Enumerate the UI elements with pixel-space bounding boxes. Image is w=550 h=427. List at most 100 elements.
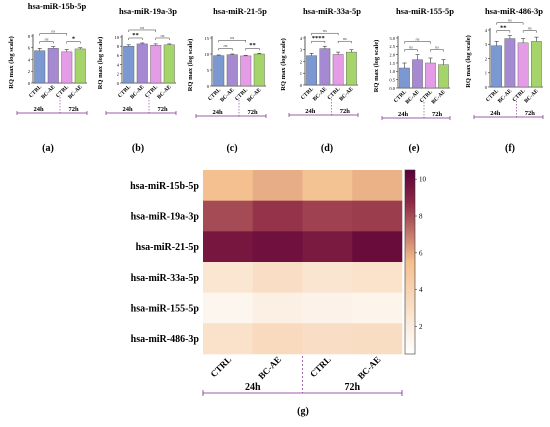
colorbar-tick-label: 6 bbox=[419, 249, 423, 257]
group-label: 72h bbox=[525, 110, 536, 117]
significance-label: * bbox=[72, 35, 75, 42]
significance-bracket bbox=[39, 33, 67, 36]
y-tick-label: 0 bbox=[28, 81, 31, 86]
y-tick-label: 6 bbox=[28, 46, 31, 51]
group-label: 24h bbox=[212, 109, 223, 116]
bar bbox=[253, 53, 265, 87]
significance-label: ns bbox=[343, 36, 347, 41]
panel-title: hsa-miR-21-5p bbox=[213, 6, 267, 16]
significance-label: ns bbox=[44, 36, 48, 41]
y-tick-label: 3.0 bbox=[389, 36, 395, 41]
group-label: 24h bbox=[398, 111, 409, 118]
significance-label: ns bbox=[435, 44, 439, 49]
group-label: 24h bbox=[490, 110, 501, 117]
group-label: 72h bbox=[344, 382, 360, 393]
y-axis-label: RQ max (log scale) bbox=[187, 39, 194, 92]
y-tick-label: 0.5 bbox=[389, 77, 395, 82]
heatmap-cell bbox=[302, 262, 353, 293]
y-tick-label: 8 bbox=[28, 34, 31, 39]
significance-label: ns bbox=[223, 43, 227, 48]
y-tick-label: 0 bbox=[485, 85, 488, 90]
y-tick-label: 4 bbox=[117, 62, 120, 67]
bar bbox=[150, 45, 162, 84]
group-label: 72h bbox=[432, 111, 443, 118]
significance-bracket bbox=[404, 41, 431, 44]
bar bbox=[412, 59, 423, 89]
y-tick-label: 4 bbox=[485, 28, 488, 33]
significance-bracket bbox=[522, 30, 537, 33]
significance-bracket bbox=[311, 40, 326, 44]
significance-bracket bbox=[66, 41, 81, 44]
colorbar-tick-label: 10 bbox=[419, 176, 427, 184]
panel-title: hsa-miR-33a-5p bbox=[303, 6, 361, 16]
significance-bracket bbox=[218, 48, 233, 51]
significance-label: ** bbox=[249, 42, 256, 49]
significance-label: ns bbox=[528, 26, 532, 31]
group-label: 24h bbox=[305, 108, 316, 115]
y-tick-label: 1.0 bbox=[389, 69, 395, 74]
colorbar-tick-label: 2 bbox=[419, 323, 423, 331]
heatmap-col-label: BC-AE bbox=[356, 354, 383, 381]
group-label: 72h bbox=[340, 108, 351, 115]
y-tick-label: 5 bbox=[207, 68, 210, 73]
significance-label: ns bbox=[230, 35, 234, 40]
y-tick-label: 2.0 bbox=[389, 52, 395, 57]
x-tick-label: BC-AE bbox=[219, 87, 236, 104]
group-label: 72h bbox=[157, 106, 168, 113]
bar bbox=[61, 51, 73, 84]
y-tick-label: 1 bbox=[485, 71, 487, 76]
heatmap-cell bbox=[302, 323, 353, 355]
significance-label: ns bbox=[140, 25, 144, 30]
significance-label: ns bbox=[415, 36, 419, 41]
colorbar-tick-label: 4 bbox=[419, 286, 423, 294]
bar bbox=[346, 51, 357, 86]
significance-bracket bbox=[430, 49, 444, 52]
bar bbox=[240, 55, 252, 87]
y-tick-label: 2 bbox=[28, 69, 30, 74]
significance-label: ns bbox=[51, 28, 55, 33]
panel-label: (a) bbox=[42, 143, 54, 154]
bar bbox=[163, 44, 175, 84]
bar bbox=[34, 50, 46, 84]
heatmap-cell bbox=[352, 292, 403, 324]
y-tick-label: 2 bbox=[485, 56, 487, 61]
heatmap-row-label: hsa-miR-15b-5p bbox=[130, 181, 199, 192]
heatmap-row-label: hsa-miR-33a-5p bbox=[131, 273, 200, 284]
panel-label: (g) bbox=[297, 406, 309, 417]
y-tick-label: 3 bbox=[300, 48, 303, 53]
heatmap-cell bbox=[203, 292, 254, 324]
panel-title: hsa-miR-15b-5p bbox=[28, 1, 87, 11]
significance-bracket bbox=[496, 30, 511, 33]
significance-label: ** bbox=[500, 25, 507, 32]
heatmap-cell bbox=[352, 170, 403, 201]
heatmap-col-label: CTRL bbox=[308, 354, 333, 379]
heatmap-cell bbox=[302, 170, 353, 201]
bar bbox=[306, 55, 317, 86]
group-label: 72h bbox=[247, 109, 258, 116]
heatmap-cell bbox=[252, 323, 303, 355]
colorbar-tick-label: 8 bbox=[419, 213, 423, 221]
bar bbox=[47, 48, 59, 84]
y-tick-label: 2.5 bbox=[389, 44, 395, 49]
y-tick-label: 3 bbox=[485, 42, 488, 47]
heatmap-row-label: hsa-miR-486-3p bbox=[131, 334, 200, 345]
significance-label: ns bbox=[160, 33, 164, 38]
bar-panel-5: hsa-miR-155-5p RQ max (log scale) 0.0 0.5 1.… bbox=[373, 6, 454, 154]
y-tick-label: 2 bbox=[300, 59, 302, 64]
x-tick-label: BC-AE bbox=[497, 88, 514, 105]
significance-bracket bbox=[155, 37, 170, 40]
x-tick-label: BC-AE bbox=[246, 87, 263, 104]
panel-label: (f) bbox=[505, 143, 515, 154]
panel-label: (b) bbox=[132, 143, 144, 154]
group-label: 24h bbox=[33, 106, 44, 113]
bar bbox=[226, 54, 238, 87]
heatmap-row-label: hsa-miR-19a-3p bbox=[131, 212, 200, 223]
significance-bracket bbox=[39, 41, 54, 44]
y-tick-label: 8 bbox=[117, 44, 120, 49]
significance-bracket bbox=[128, 29, 156, 32]
y-tick-label: 1 bbox=[300, 71, 302, 76]
